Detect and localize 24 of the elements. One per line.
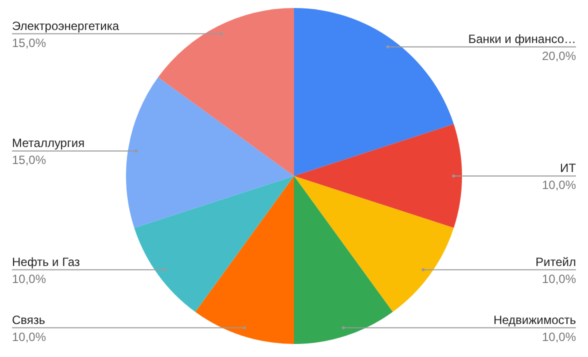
slice-label: ИТ xyxy=(560,161,577,175)
data-label: 10,0% xyxy=(542,330,576,344)
pie-slice xyxy=(158,8,294,176)
slice-label: Ритейл xyxy=(536,254,576,269)
data-label: 10,0% xyxy=(12,330,46,344)
pie-slice xyxy=(294,176,454,312)
data-label: 10,0% xyxy=(542,178,576,192)
pie-slice xyxy=(294,176,393,344)
data-label: 15,0% xyxy=(12,153,46,168)
slice-label: Недвижимость xyxy=(493,312,576,327)
data-label: 15,0% xyxy=(12,36,46,50)
data-label: 10,0% xyxy=(12,272,46,286)
slice-label: Связь xyxy=(12,312,46,327)
slice-label: Металлургия xyxy=(12,136,85,150)
pie-slice xyxy=(294,124,462,228)
pie-slice xyxy=(294,8,454,176)
slice-label: Нефть и Газ xyxy=(12,254,80,269)
pie-slice xyxy=(134,176,294,312)
pie-slice xyxy=(195,176,294,344)
slice-label: Электроэнергетика xyxy=(12,18,120,33)
data-label: 20,0% xyxy=(542,48,576,63)
pie-slice xyxy=(126,77,294,228)
slice-label: Банки и финансо… xyxy=(468,32,576,46)
data-label: 10,0% xyxy=(542,272,576,286)
